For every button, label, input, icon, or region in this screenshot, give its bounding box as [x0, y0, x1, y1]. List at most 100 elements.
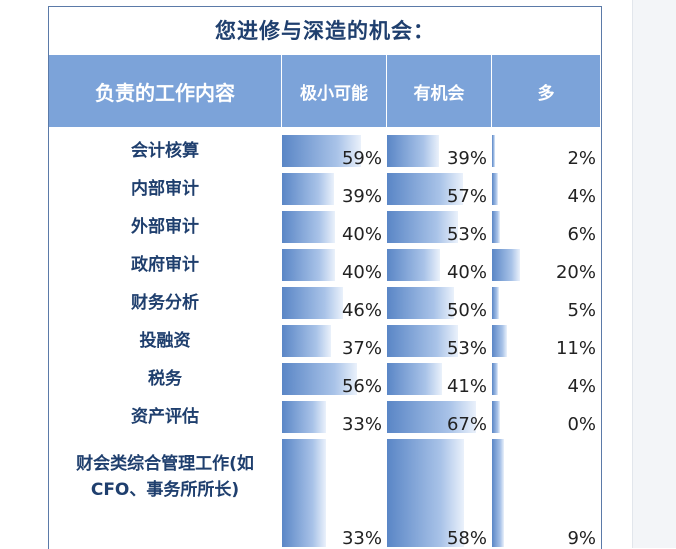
data-bar — [492, 135, 495, 167]
data-bar — [387, 249, 440, 281]
data-bar — [387, 325, 458, 357]
cell-very-unlikely: 33% — [282, 437, 386, 549]
cell-many: 6% — [492, 209, 600, 245]
cell-value: 56% — [341, 376, 382, 397]
cell-many: 5% — [492, 285, 600, 321]
cell-many: 20% — [492, 247, 600, 283]
row-label: 外部审计 — [131, 217, 199, 237]
cell-value: 53% — [446, 224, 487, 245]
header-many: 多 — [492, 55, 600, 127]
cell-value: 33% — [341, 414, 382, 435]
cell-value: 53% — [446, 338, 487, 359]
cell-value: 40% — [446, 262, 487, 283]
cell-have-chance: 50% — [387, 285, 491, 321]
cell-many: 4% — [492, 361, 600, 397]
table-title: 您进修与深造的机会： — [215, 19, 435, 43]
cell-have-chance: 41% — [387, 361, 491, 397]
data-bar — [387, 211, 458, 243]
data-bar — [282, 439, 326, 547]
cell-value: 41% — [446, 376, 487, 397]
cell-very-unlikely: 46% — [282, 285, 386, 321]
cell-value: 39% — [341, 186, 382, 207]
cell-very-unlikely: 39% — [282, 171, 386, 207]
data-bar — [282, 135, 361, 167]
table-row: 资产评估 33% 67% 0% — [49, 399, 601, 435]
row-label: 内部审计 — [131, 179, 199, 199]
cell-value: 33% — [341, 528, 382, 549]
table-row: 投融资 37% 53% 11% — [49, 323, 601, 359]
cell-value: 40% — [341, 224, 382, 245]
cell-value: 6% — [567, 224, 596, 245]
data-bar — [282, 287, 343, 319]
cell-have-chance: 57% — [387, 171, 491, 207]
cell-very-unlikely: 40% — [282, 247, 386, 283]
row-label: 政府审计 — [131, 255, 199, 275]
cell-value: 57% — [446, 186, 487, 207]
data-bar — [387, 401, 476, 433]
table-row: 税务 56% 41% 4% — [49, 361, 601, 397]
cell-very-unlikely: 56% — [282, 361, 386, 397]
data-bar — [492, 401, 500, 433]
cell-value: 11% — [555, 338, 596, 359]
cell-have-chance: 53% — [387, 323, 491, 359]
data-table-panel: 您进修与深造的机会： 负责的工作内容 极小可能 有机会 多 会计核算 59% 39%… — [48, 6, 602, 549]
data-bar — [387, 439, 464, 547]
table-row: 财会类综合管理工作(如CFO、事务所所长) 33% 58% 9% — [49, 437, 601, 549]
data-bar — [492, 363, 498, 395]
cell-very-unlikely: 59% — [282, 133, 386, 169]
row-label: 财会类综合管理工作(如CFO、事务所所长) — [76, 454, 254, 500]
cell-value: 4% — [567, 376, 596, 397]
row-label: 资产评估 — [131, 407, 199, 427]
header-very-unlikely: 极小可能 — [282, 55, 386, 127]
cell-value: 67% — [446, 414, 487, 435]
data-bar — [492, 325, 507, 357]
cell-value: 58% — [446, 528, 487, 549]
data-bar — [492, 249, 520, 281]
cell-value: 39% — [446, 148, 487, 169]
row-label: 投融资 — [139, 331, 191, 351]
data-bar — [492, 211, 500, 243]
data-bar — [387, 173, 463, 205]
data-bar — [492, 173, 498, 205]
cell-value: 50% — [446, 300, 487, 321]
cell-many: 9% — [492, 437, 600, 549]
cell-many: 0% — [492, 399, 600, 435]
header-have-chance: 有机会 — [387, 55, 491, 127]
row-label: 会计核算 — [131, 141, 199, 161]
data-bar — [492, 287, 499, 319]
cell-value: 46% — [341, 300, 382, 321]
cell-many: 2% — [492, 133, 600, 169]
row-label: 财务分析 — [131, 293, 199, 313]
data-bar — [282, 249, 335, 281]
cell-value: 20% — [555, 262, 596, 283]
cell-value: 40% — [341, 262, 382, 283]
cell-have-chance: 39% — [387, 133, 491, 169]
cell-have-chance: 67% — [387, 399, 491, 435]
data-bar — [387, 287, 454, 319]
header-job-content: 负责的工作内容 — [49, 55, 281, 127]
cell-have-chance: 53% — [387, 209, 491, 245]
data-bar — [282, 325, 331, 357]
data-bar — [282, 363, 357, 395]
side-panel-strip — [632, 0, 676, 548]
cell-many: 11% — [492, 323, 600, 359]
table-header-row: 负责的工作内容 极小可能 有机会 多 — [49, 55, 601, 127]
cell-value: 5% — [567, 300, 596, 321]
table-row: 财务分析 46% 50% 5% — [49, 285, 601, 321]
data-bar — [282, 211, 335, 243]
cell-value: 0% — [567, 414, 596, 435]
cell-value: 2% — [567, 148, 596, 169]
table-row: 会计核算 59% 39% 2% — [49, 133, 601, 169]
table-row: 内部审计 39% 57% 4% — [49, 171, 601, 207]
cell-very-unlikely: 33% — [282, 399, 386, 435]
cell-have-chance: 58% — [387, 437, 491, 549]
table-row: 外部审计 40% 53% 6% — [49, 209, 601, 245]
data-bar — [387, 363, 442, 395]
cell-have-chance: 40% — [387, 247, 491, 283]
cell-many: 4% — [492, 171, 600, 207]
cell-very-unlikely: 40% — [282, 209, 386, 245]
data-bar — [282, 173, 334, 205]
data-bar — [387, 135, 439, 167]
cell-very-unlikely: 37% — [282, 323, 386, 359]
data-bar — [492, 439, 504, 547]
